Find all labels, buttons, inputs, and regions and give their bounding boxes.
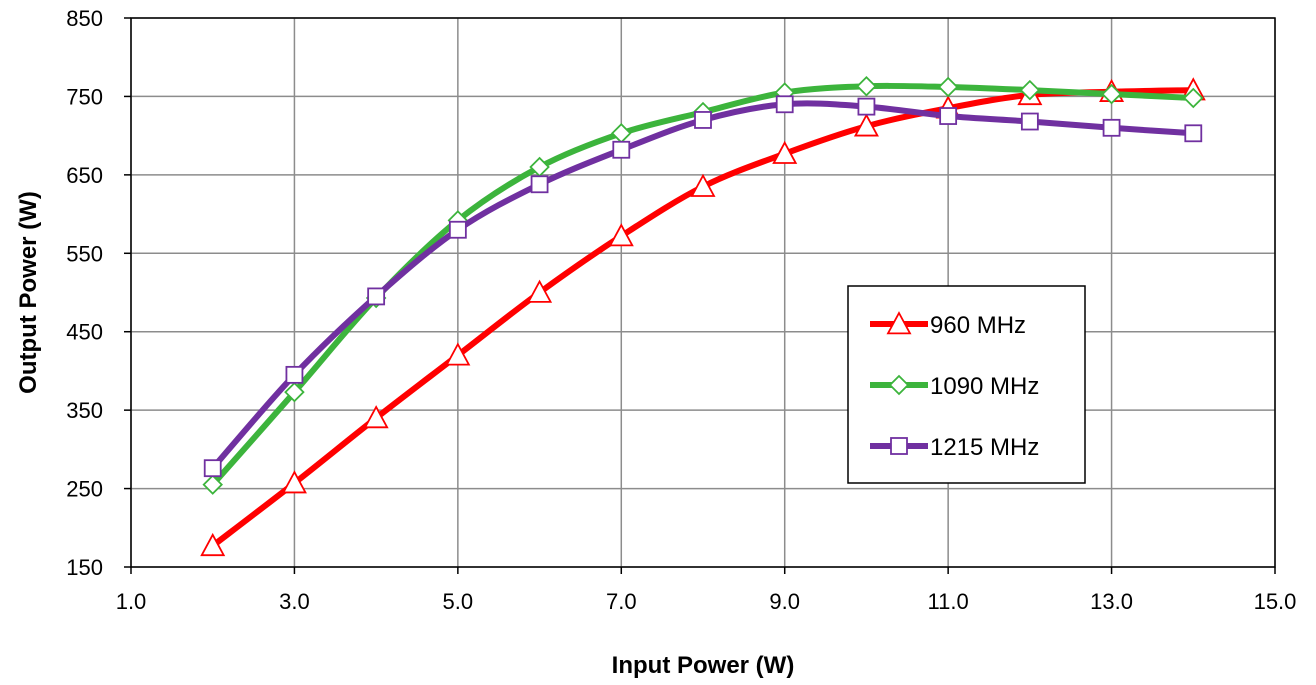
y-tick-label: 550 xyxy=(66,241,103,266)
legend-label: 960 MHz xyxy=(930,312,1026,339)
data-point-1215-mhz xyxy=(367,287,386,306)
x-tick-label: 13.0 xyxy=(1090,589,1133,614)
data-point-1090-mhz xyxy=(937,76,959,98)
data-point-1215-mhz xyxy=(530,175,549,194)
y-tick-label: 850 xyxy=(66,6,103,31)
data-point-960-mhz xyxy=(363,405,389,429)
legend: 960 MHz 1090 MHz 1215 MHz xyxy=(847,285,1086,484)
legend-item-1215-mhz: 1215 MHz xyxy=(870,434,1039,461)
data-point-1090-mhz xyxy=(611,123,632,144)
data-point-1215-mhz xyxy=(612,140,631,159)
data-point-1215-mhz xyxy=(285,365,304,384)
x-tick-label: 1.0 xyxy=(116,589,147,614)
data-point-960-mhz xyxy=(690,173,716,197)
data-point-960-mhz xyxy=(853,113,879,137)
x-tick-label: 11.0 xyxy=(928,589,969,614)
data-point-1215-mhz xyxy=(694,111,712,129)
x-tick-label: 15.0 xyxy=(1254,589,1297,614)
data-point-960-mhz xyxy=(608,223,634,247)
legend-item-1090-mhz: 1090 MHz xyxy=(870,373,1039,400)
data-point-1215-mhz xyxy=(1184,124,1203,143)
x-tick-label: 9.0 xyxy=(769,589,800,614)
legend-item-960-mhz: 960 MHz xyxy=(870,311,1026,339)
series-1215-mhz xyxy=(203,95,1203,478)
data-point-960-mhz xyxy=(281,470,307,494)
x-tick-label: 7.0 xyxy=(606,589,637,614)
data-point-1090-mhz xyxy=(284,381,305,403)
data-point-960-mhz xyxy=(200,532,226,557)
data-point-1090-mhz xyxy=(1101,83,1122,105)
y-axis: 150 250 350 450 550 650 750 850 xyxy=(66,6,131,580)
legend-marker-960-mhz xyxy=(886,311,912,335)
legend-box xyxy=(847,285,1086,484)
x-axis: 1.0 3.0 5.0 7.0 9.0 11.0 13.0 15.0 xyxy=(116,567,1297,614)
data-point-1090-mhz xyxy=(856,75,877,97)
x-tick-label: 3.0 xyxy=(279,589,310,614)
x-tick-label: 5.0 xyxy=(443,589,474,614)
data-point-1090-mhz xyxy=(202,474,223,495)
data-point-960-mhz xyxy=(772,140,798,164)
legend-marker-1215-mhz xyxy=(890,437,908,455)
y-tick-label: 350 xyxy=(66,398,103,423)
data-point-1215-mhz xyxy=(857,97,876,116)
data-point-960-mhz xyxy=(527,279,553,303)
data-point-1215-mhz xyxy=(448,220,467,239)
y-tick-label: 250 xyxy=(66,477,103,502)
data-point-960-mhz xyxy=(445,342,471,366)
legend-label: 1090 MHz xyxy=(930,373,1039,400)
data-point-1090-mhz xyxy=(1183,87,1204,109)
series-layer xyxy=(200,75,1206,557)
y-tick-label: 650 xyxy=(66,163,103,188)
x-axis-title: Input Power (W) xyxy=(612,652,795,679)
y-axis-title: Output Power (W) xyxy=(15,191,42,394)
legend-label: 1215 MHz xyxy=(930,434,1039,461)
data-point-1215-mhz xyxy=(939,107,958,125)
data-point-1215-mhz xyxy=(775,95,794,114)
series-960-mhz xyxy=(200,77,1206,557)
data-point-1215-mhz xyxy=(1020,112,1039,131)
y-tick-label: 450 xyxy=(66,320,103,345)
y-tick-label: 150 xyxy=(66,555,103,580)
data-point-1215-mhz xyxy=(203,459,222,478)
plot-area xyxy=(130,17,1276,568)
data-point-1215-mhz xyxy=(1102,118,1121,137)
y-tick-label: 750 xyxy=(66,84,103,109)
data-point-1090-mhz xyxy=(1019,79,1041,101)
legend-marker-1090-mhz xyxy=(888,374,910,396)
